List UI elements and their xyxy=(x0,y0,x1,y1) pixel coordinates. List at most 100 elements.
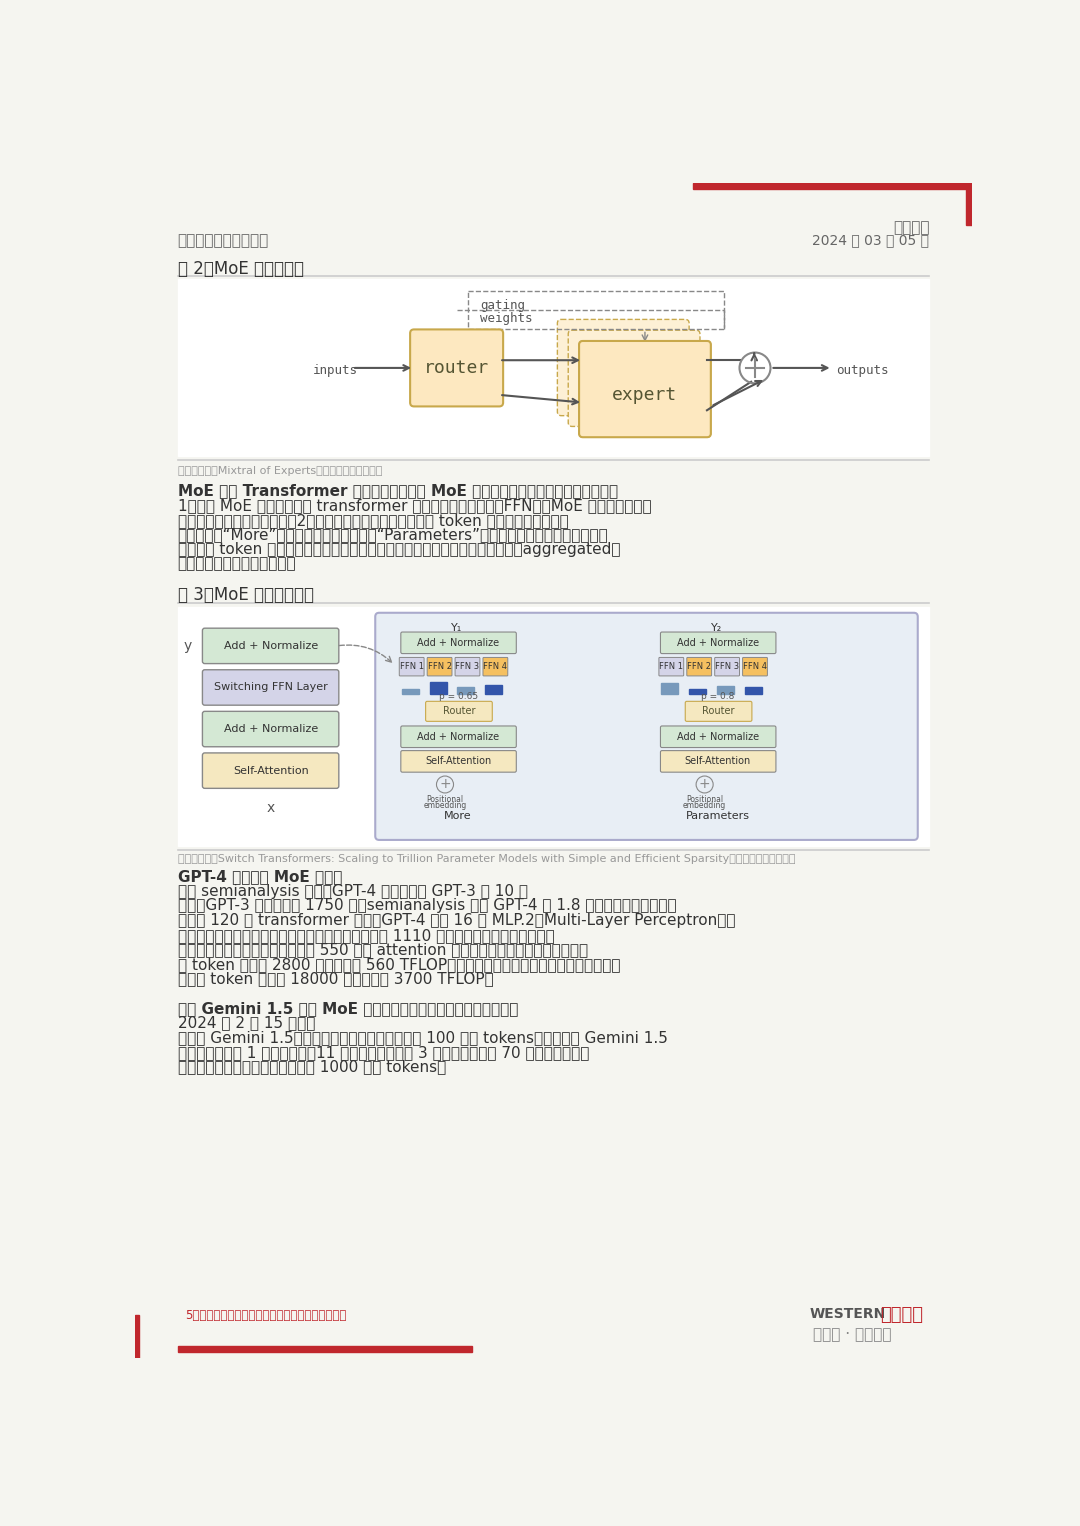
Bar xyxy=(745,687,762,694)
Bar xyxy=(966,183,972,226)
Text: More: More xyxy=(444,810,472,821)
Text: 西部证券: 西部证券 xyxy=(893,220,930,235)
FancyBboxPatch shape xyxy=(483,658,508,676)
Text: Positional: Positional xyxy=(427,795,463,804)
Bar xyxy=(661,684,678,694)
Text: FFN 1: FFN 1 xyxy=(400,662,423,671)
FancyBboxPatch shape xyxy=(568,330,700,426)
Text: 图 2：MoE 架构示意图: 图 2：MoE 架构示意图 xyxy=(177,259,303,278)
FancyBboxPatch shape xyxy=(401,726,516,748)
Text: 谷歌 Gemini 1.5 采用 MoE 架构，可一次性、高效处理大量信息。: 谷歌 Gemini 1.5 采用 MoE 架构，可一次性、高效处理大量信息。 xyxy=(177,1001,518,1016)
Text: 以上。GPT-3 的参数量约 1750 亿，semianalysis 推测 GPT-4 约 1.8 万亿个参数，这些参数: 以上。GPT-3 的参数量约 1750 亿，semianalysis 推测 GP… xyxy=(177,899,676,914)
Text: inputs: inputs xyxy=(313,365,359,377)
Text: +: + xyxy=(440,777,450,792)
FancyBboxPatch shape xyxy=(743,658,768,676)
Bar xyxy=(717,687,734,694)
Text: Positional: Positional xyxy=(686,795,724,804)
FancyBboxPatch shape xyxy=(661,632,775,653)
FancyBboxPatch shape xyxy=(687,658,712,676)
Bar xyxy=(177,1346,472,1352)
Text: 图 3：MoE 两个关键部分: 图 3：MoE 两个关键部分 xyxy=(177,586,313,604)
Text: p = 0.8: p = 0.8 xyxy=(701,693,734,702)
Text: embedding: embedding xyxy=(423,801,467,810)
Text: 2024 年 03 月 05 日: 2024 年 03 月 05 日 xyxy=(812,233,930,247)
Text: p = 0.65: p = 0.65 xyxy=(438,693,477,702)
Bar xyxy=(177,607,930,845)
Text: GPT-4 或已采用 MoE 架构。: GPT-4 或已采用 MoE 架构。 xyxy=(177,870,342,884)
Bar xyxy=(689,688,706,694)
Text: 歌发布 Gemini 1.5，宣布将上下文窗口长度扩展到 100 万个 tokens，也就是说 Gemini 1.5: 歌发布 Gemini 1.5，宣布将上下文窗口长度扩展到 100 万个 toke… xyxy=(177,1030,667,1045)
Text: Add + Normalize: Add + Normalize xyxy=(417,732,499,742)
FancyBboxPatch shape xyxy=(410,330,503,406)
Text: Router: Router xyxy=(702,707,734,716)
Text: Self-Attention: Self-Attention xyxy=(426,757,491,766)
Text: y: y xyxy=(184,639,192,653)
Text: 资料来源：《Switch Transformers: Scaling to Trillion Parameter Models with Simple and : 资料来源：《Switch Transformers: Scaling to Tr… xyxy=(177,853,795,864)
Text: 层感知机）类型的专家，每个专家网络的参数大约为 1110 亿个，每次前向传递中会调用: 层感知机）类型的专家，每个专家网络的参数大约为 1110 亿个，每次前向传递中会… xyxy=(177,928,554,943)
Text: 其中的两个专家模型；此外，还有 550 亿个 attention 共享参数。这样推理时，每生成一: 其中的两个专家模型；此外，还有 550 亿个 attention 共享参数。这样… xyxy=(177,943,588,957)
Text: Add + Normalize: Add + Normalize xyxy=(417,638,499,649)
Text: 1）稀疏 MoE 层：取代传统 transformer 模型中的前馈网络层（FFN），MoE 层中每个专家本: 1）稀疏 MoE 层：取代传统 transformer 模型中的前馈网络层（FF… xyxy=(177,497,651,513)
FancyBboxPatch shape xyxy=(428,658,451,676)
FancyBboxPatch shape xyxy=(401,632,516,653)
Text: MoE 基于 Transformer 架构，主要由稀疏 MoE 层和门控网络这两个关键部分组成。: MoE 基于 Transformer 架构，主要由稀疏 MoE 层和门控网络这两… xyxy=(177,484,618,499)
Text: FFN 3: FFN 3 xyxy=(715,662,739,671)
Text: gating: gating xyxy=(480,299,525,311)
FancyBboxPatch shape xyxy=(557,319,689,415)
Text: Add + Normalize: Add + Normalize xyxy=(677,638,759,649)
FancyBboxPatch shape xyxy=(202,711,339,746)
FancyBboxPatch shape xyxy=(202,670,339,705)
Text: 可以一次性处理 1 小时的视频、11 小时的音频、超过 3 万行代码或超过 70 万字的代码库。: 可以一次性处理 1 小时的视频、11 小时的音频、超过 3 万行代码或超过 70… xyxy=(177,1045,589,1059)
Text: 成一个 token 需要约 18000 亿个参数和 3700 TFLOP。: 成一个 token 需要约 18000 亿个参数和 3700 TFLOP。 xyxy=(177,972,494,987)
Bar xyxy=(458,687,474,694)
Text: Add + Normalize: Add + Normalize xyxy=(224,641,318,652)
Text: 起来，形成最终的模型输出。: 起来，形成最终的模型输出。 xyxy=(177,557,296,572)
FancyBboxPatch shape xyxy=(426,702,492,722)
FancyBboxPatch shape xyxy=(455,658,480,676)
Text: 资料来源：《Mixtral of Experts》、西部证券研发中心: 资料来源：《Mixtral of Experts》、西部证券研发中心 xyxy=(177,467,382,476)
Bar xyxy=(469,291,724,330)
Text: Self-Attention: Self-Attention xyxy=(685,757,751,766)
Text: 个 token 仅需约 2800 亿个参数和 560 TFLOP，而相比之下，如果使用稠密模型，每次生: 个 token 仅需约 2800 亿个参数和 560 TFLOP，而相比之下，如… xyxy=(177,957,620,972)
FancyBboxPatch shape xyxy=(661,726,775,748)
FancyBboxPatch shape xyxy=(715,658,740,676)
FancyBboxPatch shape xyxy=(401,751,516,772)
Text: 况下单个 token 甚至可能被发送至多位专家。最后，所有专家的输出会被聚合（aggregated）: 况下单个 token 甚至可能被发送至多位专家。最后，所有专家的输出会被聚合（a… xyxy=(177,542,620,557)
Text: x: x xyxy=(267,801,274,815)
Text: WESTERN: WESTERN xyxy=(809,1308,886,1322)
Bar xyxy=(693,183,972,189)
Text: 2024 年 2 月 15 日，谷: 2024 年 2 月 15 日，谷 xyxy=(177,1015,315,1030)
Text: 行业专题报告丨计算机: 行业专题报告丨计算机 xyxy=(177,233,269,249)
Text: weights: weights xyxy=(480,311,532,325)
Text: Router: Router xyxy=(443,707,475,716)
Bar xyxy=(485,685,502,694)
Text: +: + xyxy=(699,777,711,792)
FancyBboxPatch shape xyxy=(400,658,424,676)
Text: 分布在 120 个 transformer 层上。GPT-4 中有 16 个 MLP.2（Multi-Layer Perceptron，多: 分布在 120 个 transformer 层上。GPT-4 中有 16 个 M… xyxy=(177,913,735,928)
Text: outputs: outputs xyxy=(836,365,889,377)
Bar xyxy=(402,688,419,694)
Bar xyxy=(430,682,446,694)
Text: Add + Normalize: Add + Normalize xyxy=(677,732,759,742)
Bar xyxy=(177,279,930,456)
Text: FFN 1: FFN 1 xyxy=(659,662,684,671)
Text: Switching FFN Layer: Switching FFN Layer xyxy=(214,682,327,693)
FancyBboxPatch shape xyxy=(579,340,711,438)
Text: FFN 2: FFN 2 xyxy=(428,662,451,671)
Text: router: router xyxy=(424,359,489,377)
Text: 根据 semianalysis 文章，GPT-4 参数规模是 GPT-3 的 10 倍: 根据 semianalysis 文章，GPT-4 参数规模是 GPT-3 的 1… xyxy=(177,884,528,899)
Bar xyxy=(135,1315,139,1358)
FancyBboxPatch shape xyxy=(375,613,918,839)
Text: FFN 3: FFN 3 xyxy=(456,662,480,671)
FancyBboxPatch shape xyxy=(685,702,752,722)
FancyBboxPatch shape xyxy=(659,658,684,676)
Text: Y₁: Y₁ xyxy=(451,623,462,633)
FancyBboxPatch shape xyxy=(579,340,711,438)
FancyBboxPatch shape xyxy=(202,629,339,664)
Text: 身也是一个独立的神经网络；2）门控网络或路由：决定输入的 token 激活哪些专家。例如: 身也是一个独立的神经网络；2）门控网络或路由：决定输入的 token 激活哪些专… xyxy=(177,513,568,528)
Text: embedding: embedding xyxy=(683,801,726,810)
Text: 在下图中，“More”被发送到第二个专家，而“Parameters”被发送到第一个专家，在某些情: 在下图中，“More”被发送到第二个专家，而“Parameters”被发送到第一… xyxy=(177,528,608,542)
Text: Parameters: Parameters xyxy=(686,810,750,821)
Text: 公众号 · 幻影智库: 公众号 · 幻影智库 xyxy=(813,1328,892,1343)
FancyBboxPatch shape xyxy=(202,752,339,789)
